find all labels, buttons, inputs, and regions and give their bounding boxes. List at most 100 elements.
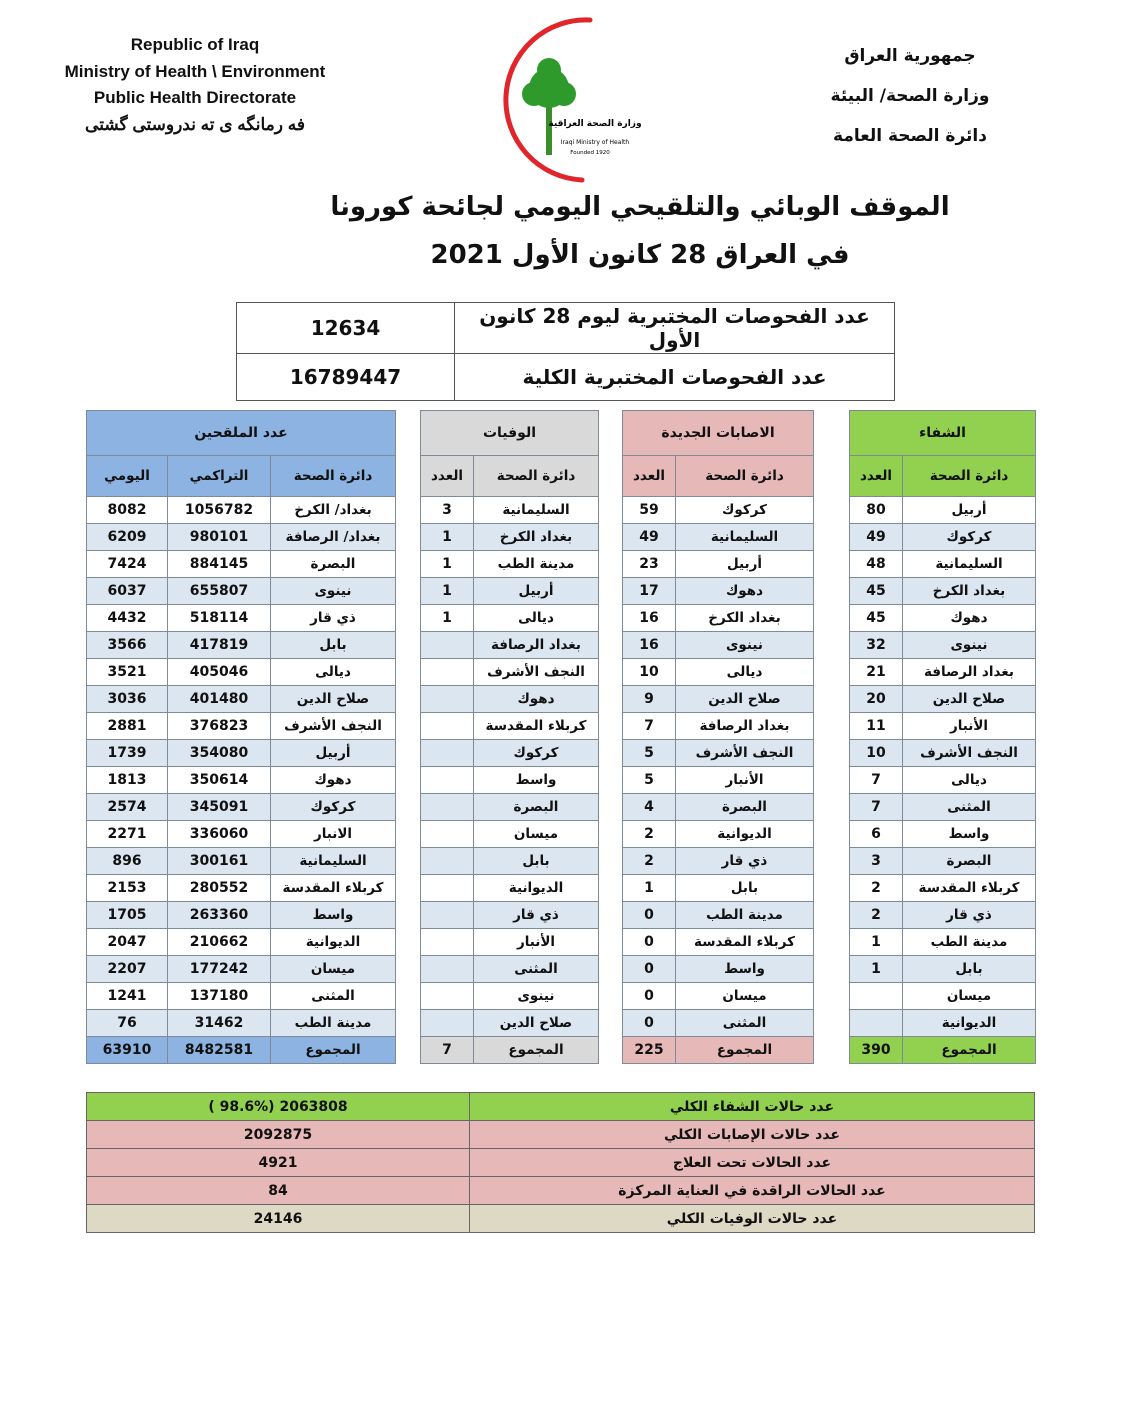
new-cases-department: دهوك	[675, 577, 814, 605]
deaths-department: بغداد الكرخ	[473, 523, 599, 551]
vaccinated-daily: 6209	[86, 523, 168, 551]
deaths-department: كركوك	[473, 739, 599, 767]
column-count: العدد	[622, 455, 676, 497]
deaths-department: بابل	[473, 847, 599, 875]
recovered-count: 2	[849, 874, 903, 902]
table-row: 2574 345091 كركوك البصرة 4 البصرة 7 المثنى	[86, 793, 1036, 821]
recovered-count: 45	[849, 577, 903, 605]
recovered-department: السليمانية	[902, 550, 1036, 578]
column-gap	[813, 982, 850, 1010]
new-cases-count: 59	[622, 496, 676, 524]
recovered-department: نينوى	[902, 631, 1036, 659]
vaccinated-cumulative: 263360	[167, 901, 271, 929]
deaths-department: النجف الأشرف	[473, 658, 599, 686]
vaccinated-cumulative: 401480	[167, 685, 271, 713]
summary-label: عدد حالات الوفيات الكلي	[469, 1204, 1035, 1233]
recovered-department: المجموع	[902, 1036, 1036, 1064]
deaths-department: بغداد الرصافة	[473, 631, 599, 659]
summary-row: ( 98.6%) 2063808 عدد حالات الشفاء الكلي	[86, 1092, 1035, 1121]
totals-row: 63910 8482581 المجموع 7 المجموع 225 المجموع 390…	[86, 1036, 1036, 1064]
column-gap	[395, 1009, 421, 1037]
table-row: 2271 336060 الانبار ميسان 2 الديوانية 6 واسط	[86, 820, 1036, 848]
lab-tests-table: 12634 عدد الفحوصات المختبرية ليوم 28 كان…	[236, 302, 895, 401]
lab-tests-value: 16789447	[236, 353, 455, 401]
vaccinated-daily: 76	[86, 1009, 168, 1037]
table-row: 6037 655807 نينوى 1 أربيل 17 دهوك 45 بغداد الكرخ	[86, 577, 1036, 605]
deaths-count	[420, 901, 474, 929]
logo-text: وزارة الصحة العراقية	[548, 119, 641, 129]
recovered-department: دهوك	[902, 604, 1036, 632]
summary-label: عدد الحالات الراقدة في العناية المركزة	[469, 1176, 1035, 1205]
summary-row: 4921 عدد الحالات تحت العلاج	[86, 1148, 1035, 1177]
vaccinated-department: المجموع	[270, 1036, 396, 1064]
vaccinated-daily: 896	[86, 847, 168, 875]
table-row: 8082 1056782 بغداد/ الكرخ 3 السليمانية 59 كركو…	[86, 496, 1036, 524]
summary-label: عدد الحالات تحت العلاج	[469, 1148, 1035, 1177]
column-department: دائرة الصحة	[902, 455, 1036, 497]
column-gap	[395, 793, 421, 821]
vaccinated-daily: 2271	[86, 820, 168, 848]
deaths-department: كربلاء المقدسة	[473, 712, 599, 740]
deaths-department: ذي قار	[473, 901, 599, 929]
summary-label: عدد حالات الشفاء الكلي	[469, 1092, 1035, 1121]
recovered-department: الأنبار	[902, 712, 1036, 740]
summary-value: 2092875	[86, 1120, 470, 1149]
deaths-department: ديالى	[473, 604, 599, 632]
column-gap	[598, 847, 623, 875]
recovered-count: 45	[849, 604, 903, 632]
column-gap	[598, 712, 623, 740]
recovered-count: 1	[849, 955, 903, 983]
column-gap	[395, 604, 421, 632]
deaths-count	[420, 928, 474, 956]
vaccinated-department: البصرة	[270, 550, 396, 578]
column-department: دائرة الصحة	[270, 455, 396, 497]
vaccinated-cumulative: 405046	[167, 658, 271, 686]
recovered-department: بغداد الرصافة	[902, 658, 1036, 686]
column-gap	[395, 874, 421, 902]
column-cumulative: التراكمي	[167, 455, 271, 497]
column-gap	[813, 874, 850, 902]
new-cases-department: بابل	[675, 874, 814, 902]
recovered-department: ذي قار	[902, 901, 1036, 929]
new-cases-department: ذي قار	[675, 847, 814, 875]
deaths-count	[420, 982, 474, 1010]
deaths-count: 1	[420, 550, 474, 578]
summary-value: 24146	[86, 1204, 470, 1233]
column-gap	[395, 577, 421, 605]
recovered-count: 21	[849, 658, 903, 686]
recovered-department: واسط	[902, 820, 1036, 848]
header-ar-line: جمهورية العراق	[844, 46, 976, 66]
table-row: 1241 137180 المثنى نينوى 0 ميسان ميسان	[86, 982, 1036, 1010]
column-gap	[395, 685, 421, 713]
new-cases-count: 225	[622, 1036, 676, 1064]
logo-text: Founded 1920	[570, 150, 610, 156]
table-row: 3566 417819 بابل بغداد الرصافة 16 نينوى 32 نينو…	[86, 631, 1036, 659]
column-gap	[598, 955, 623, 983]
vaccinated-cumulative: 345091	[167, 793, 271, 821]
new-cases-count: 0	[622, 982, 676, 1010]
column-gap	[395, 847, 421, 875]
recovered-count: 3	[849, 847, 903, 875]
recovered-count: 11	[849, 712, 903, 740]
deaths-count	[420, 820, 474, 848]
deaths-department: المثنى	[473, 955, 599, 983]
column-gap	[813, 496, 850, 524]
section-new-cases: الاصابات الجديدة	[622, 410, 814, 456]
vaccinated-cumulative: 31462	[167, 1009, 271, 1037]
recovered-count: 80	[849, 496, 903, 524]
column-gap	[395, 410, 421, 456]
recovered-department: الديوانية	[902, 1009, 1036, 1037]
summary-row: 84 عدد الحالات الراقدة في العناية المركزة	[86, 1176, 1035, 1205]
deaths-count	[420, 685, 474, 713]
new-cases-count: 5	[622, 766, 676, 794]
new-cases-count: 5	[622, 739, 676, 767]
recovered-count: 48	[849, 550, 903, 578]
recovered-count: 390	[849, 1036, 903, 1064]
deaths-department: أربيل	[473, 577, 599, 605]
column-gap	[813, 685, 850, 713]
deaths-department: دهوك	[473, 685, 599, 713]
table-row: 7424 884145 البصرة 1 مدينة الطب 23 أربيل 48 السل…	[86, 550, 1036, 578]
column-gap	[813, 955, 850, 983]
deaths-count	[420, 766, 474, 794]
